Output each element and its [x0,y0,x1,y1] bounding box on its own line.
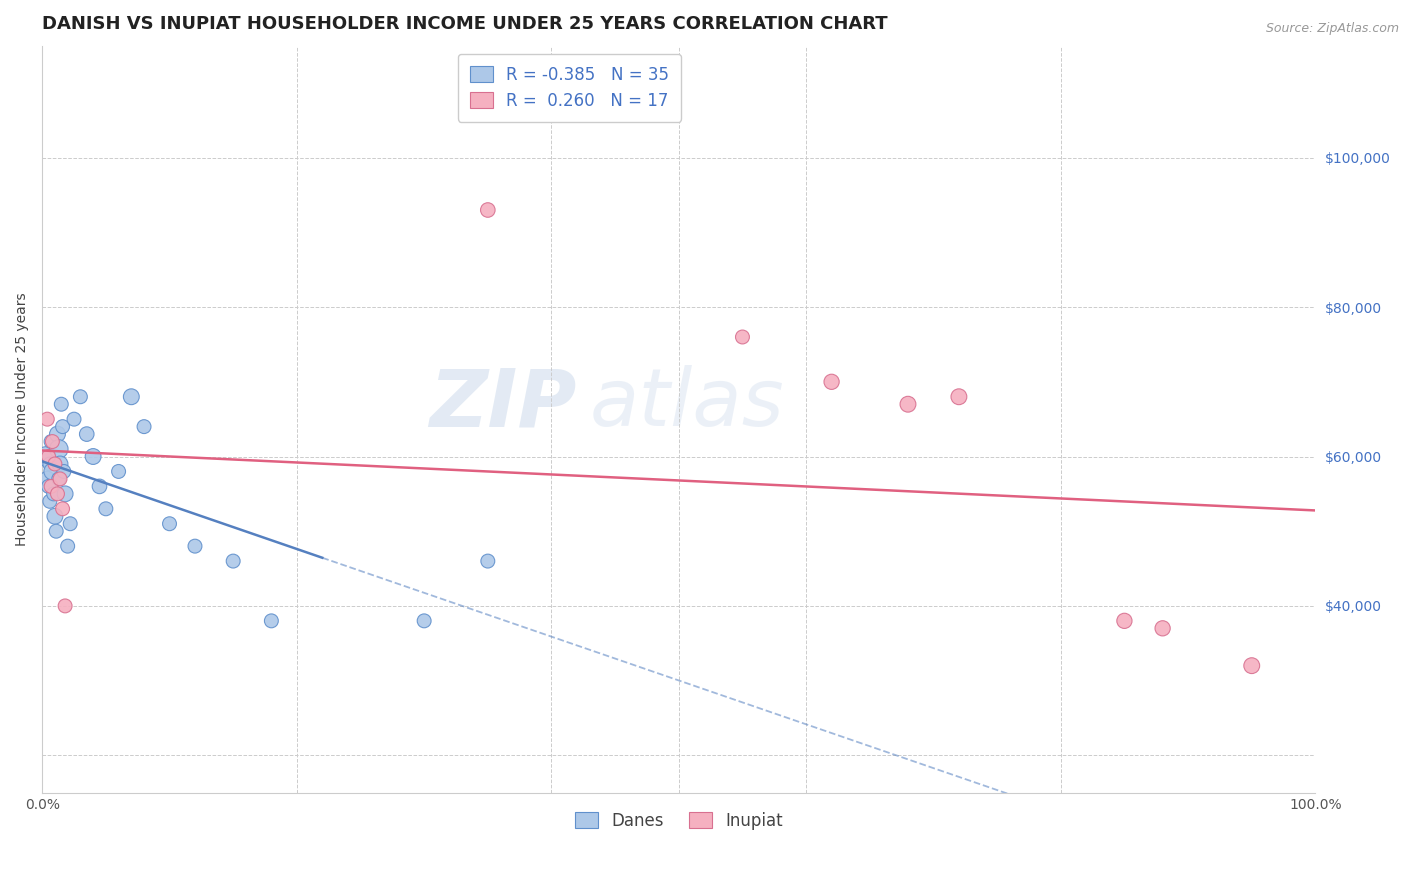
Point [42,487,65,501]
Point [69,390,91,404]
Point [76,427,98,442]
Point [51,501,73,516]
Y-axis label: Householder Income Under 25 years: Householder Income Under 25 years [15,293,30,546]
Point [39,434,62,449]
Point [94,501,117,516]
Point [222,554,245,568]
Point [48,472,70,486]
Point [49,457,72,471]
Point [35,450,58,464]
Text: atlas: atlas [589,365,785,443]
Point [413,614,436,628]
Point [948,390,970,404]
Point [731,330,754,344]
Point [38,457,60,471]
Point [45,524,67,539]
Point [37,412,59,426]
Point [46,427,69,442]
Text: ZIP: ZIP [430,365,576,443]
Point [1114,614,1136,628]
Point [51,397,73,411]
Point [49,472,72,486]
Legend: Danes, Inupiat: Danes, Inupiat [568,805,790,837]
Point [184,539,207,553]
Point [46,487,69,501]
Point [52,465,75,479]
Point [39,479,62,493]
Point [1240,658,1263,673]
Point [63,412,86,426]
Point [477,554,499,568]
Point [159,516,181,531]
Point [37,472,59,486]
Point [59,516,82,531]
Point [53,599,76,613]
Point [38,479,60,493]
Point [132,419,155,434]
Text: DANISH VS INUPIAT HOUSEHOLDER INCOME UNDER 25 YEARS CORRELATION CHART: DANISH VS INUPIAT HOUSEHOLDER INCOME UND… [42,15,887,33]
Point [820,375,842,389]
Point [53,487,76,501]
Point [260,614,283,628]
Point [89,479,111,493]
Point [41,465,63,479]
Point [44,509,66,524]
Point [477,202,499,217]
Point [897,397,920,411]
Point [56,539,79,553]
Point [51,419,73,434]
Point [48,442,70,456]
Text: Source: ZipAtlas.com: Source: ZipAtlas.com [1265,22,1399,36]
Point [120,390,142,404]
Point [38,450,60,464]
Point [41,434,63,449]
Point [1152,621,1174,635]
Point [82,450,104,464]
Point [107,465,129,479]
Point [44,457,66,471]
Point [38,494,60,508]
